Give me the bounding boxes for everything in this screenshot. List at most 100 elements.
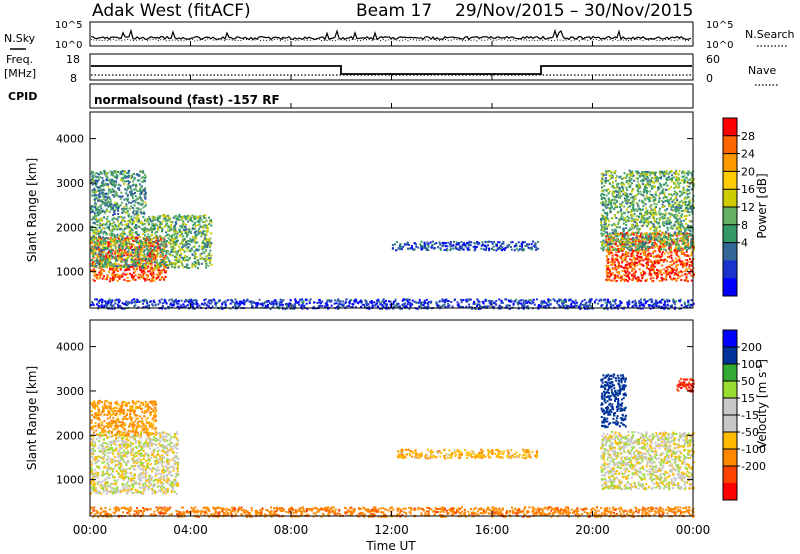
data-cell: [605, 269, 608, 272]
data-cell: [99, 275, 102, 278]
data-cell: [650, 211, 653, 214]
data-cell: [126, 199, 129, 202]
data-cell: [693, 273, 695, 276]
data-cell: [124, 224, 127, 227]
data-cell: [90, 264, 93, 267]
data-cell: [188, 267, 191, 269]
data-cell: [128, 234, 131, 237]
data-cell: [136, 211, 139, 214]
data-cell: [121, 250, 123, 253]
data-cell: [624, 238, 627, 241]
data-cell: [130, 245, 133, 248]
data-cell: [602, 173, 605, 176]
data-cell: [204, 258, 207, 261]
data-cell: [116, 249, 119, 252]
data-cell: [630, 224, 633, 227]
data-cell: [691, 260, 694, 263]
data-cell: [108, 226, 111, 229]
data-cell: [675, 210, 678, 213]
data-cell: [608, 243, 611, 246]
data-cell: [194, 233, 197, 236]
beam-label: Beam 17: [356, 1, 432, 21]
data-cell: [126, 224, 129, 227]
data-cell: [147, 257, 150, 260]
data-cell: [676, 199, 679, 202]
data-cell: [101, 201, 104, 204]
data-cell: [671, 263, 674, 266]
data-cell: [93, 256, 96, 259]
data-cell: [107, 192, 110, 195]
data-cell: [658, 197, 661, 200]
data-cell: [515, 247, 518, 250]
data-cell: [137, 276, 140, 279]
data-cell: [672, 205, 674, 208]
data-cell: [617, 261, 620, 264]
data-cell: [96, 241, 99, 244]
data-cell: [675, 273, 678, 276]
data-cell: [691, 173, 694, 176]
data-cell: [194, 252, 197, 255]
data-cell: [619, 276, 622, 279]
data-cell: [495, 245, 498, 247]
data-cell: [137, 255, 140, 258]
data-cell: [203, 257, 206, 260]
data-cell: [143, 249, 146, 252]
data-cell: [109, 222, 112, 225]
data-cell: [132, 237, 135, 240]
data-cell: [121, 219, 123, 222]
data-cell: [147, 243, 150, 246]
data-cell: [607, 192, 610, 195]
data-cell: [689, 258, 691, 261]
data-cell: [475, 242, 478, 245]
data-cell: [643, 188, 646, 191]
data-cell: [155, 258, 158, 261]
data-cell: [109, 257, 112, 260]
data-cell: [90, 172, 93, 175]
data-cell: [676, 233, 679, 235]
data-cell: [647, 196, 650, 199]
data-cell: [92, 171, 94, 174]
data-cell: [605, 248, 608, 251]
radar-title: Adak West (fitACF): [92, 1, 251, 21]
data-cell: [649, 205, 652, 208]
data-cell: [187, 258, 190, 261]
data-cell: [140, 208, 143, 211]
data-cell: [112, 174, 115, 177]
data-cell: [149, 228, 152, 231]
data-cell: [615, 254, 618, 256]
data-cell: [134, 278, 137, 281]
data-cell: [609, 232, 612, 235]
data-cell: [120, 232, 123, 235]
data-cell: [202, 216, 205, 219]
data-cell: [623, 270, 626, 273]
data-cell: [639, 208, 642, 211]
data-cell: [679, 221, 682, 224]
data-cell: [154, 266, 157, 268]
data-cell: [653, 260, 656, 263]
data-cell: [200, 262, 203, 265]
data-cell: [123, 254, 126, 257]
data-cell: [92, 253, 95, 256]
data-cell: [108, 254, 111, 257]
data-cell: [399, 248, 402, 251]
data-cell: [669, 198, 672, 201]
data-cell: [651, 180, 654, 183]
data-cell: [95, 228, 98, 231]
data-cell: [146, 239, 149, 241]
data-cell: [654, 210, 657, 213]
data-cell: [660, 276, 663, 279]
data-cell: [97, 248, 100, 251]
data-cell: [685, 250, 688, 253]
data-cell: [95, 238, 98, 241]
data-cell: [134, 195, 137, 198]
data-cell: [150, 240, 153, 243]
data-cell: [661, 245, 664, 248]
data-cell: [175, 217, 178, 220]
data-cell: [116, 265, 119, 268]
data-cell: [164, 254, 167, 257]
data-cell: [194, 265, 197, 268]
data-cell: [162, 260, 165, 263]
data-cell: [111, 234, 114, 237]
data-cell: [668, 241, 671, 244]
data-cell: [669, 247, 672, 250]
